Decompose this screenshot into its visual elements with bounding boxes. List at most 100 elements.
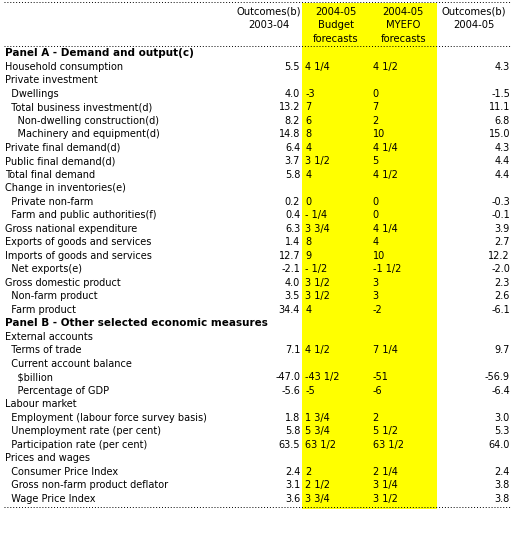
Text: 2004-05: 2004-05	[382, 7, 424, 17]
Text: 2: 2	[373, 116, 379, 126]
Text: Private non-farm: Private non-farm	[5, 197, 94, 207]
Text: 0: 0	[373, 197, 379, 207]
Text: -6.4: -6.4	[491, 386, 510, 396]
Text: $billion: $billion	[5, 373, 53, 382]
Text: 2: 2	[305, 467, 311, 477]
Bar	[302, 3, 437, 508]
Text: 4.4: 4.4	[495, 156, 510, 166]
Text: 3.8: 3.8	[495, 494, 510, 504]
Text: 6.4: 6.4	[285, 143, 300, 153]
Text: Outcomes(b): Outcomes(b)	[442, 7, 506, 17]
Text: 4 1/4: 4 1/4	[373, 143, 397, 153]
Text: 3 1/2: 3 1/2	[305, 292, 330, 301]
Text: 0: 0	[373, 89, 379, 99]
Text: 8: 8	[305, 130, 311, 139]
Text: Percentage of GDP: Percentage of GDP	[5, 386, 109, 396]
Text: 2004-05: 2004-05	[315, 7, 357, 17]
Text: 63 1/2: 63 1/2	[305, 440, 336, 450]
Text: 2 1/2: 2 1/2	[305, 480, 330, 490]
Text: -5.6: -5.6	[281, 386, 300, 396]
Text: 6.8: 6.8	[495, 116, 510, 126]
Text: Household consumption: Household consumption	[5, 62, 123, 72]
Text: Farm and public authorities(f): Farm and public authorities(f)	[5, 211, 157, 220]
Text: External accounts: External accounts	[5, 332, 93, 342]
Text: 2 1/4: 2 1/4	[373, 467, 397, 477]
Text: MYEFO: MYEFO	[386, 20, 420, 30]
Text: 4: 4	[305, 143, 311, 153]
Text: 2.7: 2.7	[494, 237, 510, 247]
Text: - 1/2: - 1/2	[305, 264, 327, 274]
Text: 2.4: 2.4	[494, 467, 510, 477]
Text: -2: -2	[373, 305, 382, 315]
Text: 5.5: 5.5	[285, 62, 300, 72]
Text: -1.5: -1.5	[491, 89, 510, 99]
Text: 34.4: 34.4	[279, 305, 300, 315]
Text: 6.3: 6.3	[285, 224, 300, 234]
Text: 4 1/2: 4 1/2	[373, 62, 397, 72]
Text: 3.7: 3.7	[285, 156, 300, 166]
Text: 9.7: 9.7	[494, 345, 510, 356]
Text: 64.0: 64.0	[489, 440, 510, 450]
Text: -0.1: -0.1	[491, 211, 510, 220]
Text: 5.8: 5.8	[285, 426, 300, 437]
Text: -6: -6	[373, 386, 382, 396]
Text: 15.0: 15.0	[488, 130, 510, 139]
Text: -2.0: -2.0	[491, 264, 510, 274]
Text: Public final demand(d): Public final demand(d)	[5, 156, 116, 166]
Text: 4 1/4: 4 1/4	[305, 62, 330, 72]
Text: Employment (labour force survey basis): Employment (labour force survey basis)	[5, 413, 207, 423]
Text: 2.6: 2.6	[494, 292, 510, 301]
Text: 2003-04: 2003-04	[248, 20, 289, 30]
Text: Outcomes(b): Outcomes(b)	[236, 7, 301, 17]
Text: 63.5: 63.5	[279, 440, 300, 450]
Text: Dwellings: Dwellings	[5, 89, 59, 99]
Text: Consumer Price Index: Consumer Price Index	[5, 467, 118, 477]
Text: 4.0: 4.0	[285, 89, 300, 99]
Text: -1 1/2: -1 1/2	[373, 264, 401, 274]
Text: 8.2: 8.2	[285, 116, 300, 126]
Text: 7: 7	[305, 102, 311, 112]
Text: Participation rate (per cent): Participation rate (per cent)	[5, 440, 148, 450]
Text: 4.3: 4.3	[495, 143, 510, 153]
Text: -2.1: -2.1	[281, 264, 300, 274]
Text: 4.3: 4.3	[495, 62, 510, 72]
Text: Total business investment(d): Total business investment(d)	[5, 102, 152, 112]
Text: 14.8: 14.8	[279, 130, 300, 139]
Text: 4 1/2: 4 1/2	[305, 345, 330, 356]
Text: Non-farm product: Non-farm product	[5, 292, 98, 301]
Text: 0.2: 0.2	[285, 197, 300, 207]
Text: Wage Price Index: Wage Price Index	[5, 494, 96, 504]
Text: 3.6: 3.6	[285, 494, 300, 504]
Text: 0: 0	[305, 197, 311, 207]
Text: -5: -5	[305, 386, 315, 396]
Text: Gross non-farm product deflator: Gross non-farm product deflator	[5, 480, 168, 490]
Text: 4.4: 4.4	[495, 170, 510, 180]
Text: 3 3/4: 3 3/4	[305, 224, 330, 234]
Text: 12.7: 12.7	[279, 251, 300, 261]
Text: Total final demand: Total final demand	[5, 170, 95, 180]
Text: 63 1/2: 63 1/2	[373, 440, 403, 450]
Text: 10: 10	[373, 130, 385, 139]
Text: 3.1: 3.1	[285, 480, 300, 490]
Text: 3: 3	[373, 278, 379, 288]
Text: 5.8: 5.8	[285, 170, 300, 180]
Text: 4: 4	[373, 237, 379, 247]
Text: 5 1/2: 5 1/2	[373, 426, 397, 437]
Text: Budget: Budget	[318, 20, 354, 30]
Text: 2.3: 2.3	[494, 278, 510, 288]
Text: Machinery and equipment(d): Machinery and equipment(d)	[5, 130, 160, 139]
Text: 3 3/4: 3 3/4	[305, 494, 330, 504]
Text: 4: 4	[305, 170, 311, 180]
Text: Terms of trade: Terms of trade	[5, 345, 82, 356]
Text: 6: 6	[305, 116, 311, 126]
Text: Non-dwelling construction(d): Non-dwelling construction(d)	[5, 116, 159, 126]
Text: 5: 5	[373, 156, 379, 166]
Text: 4 1/2: 4 1/2	[373, 170, 397, 180]
Text: 7: 7	[373, 102, 379, 112]
Text: -43 1/2: -43 1/2	[305, 373, 340, 382]
Text: 4: 4	[305, 305, 311, 315]
Text: Change in inventories(e): Change in inventories(e)	[5, 183, 126, 193]
Text: 3 1/2: 3 1/2	[305, 156, 330, 166]
Text: 3.5: 3.5	[285, 292, 300, 301]
Text: 4 1/4: 4 1/4	[373, 224, 397, 234]
